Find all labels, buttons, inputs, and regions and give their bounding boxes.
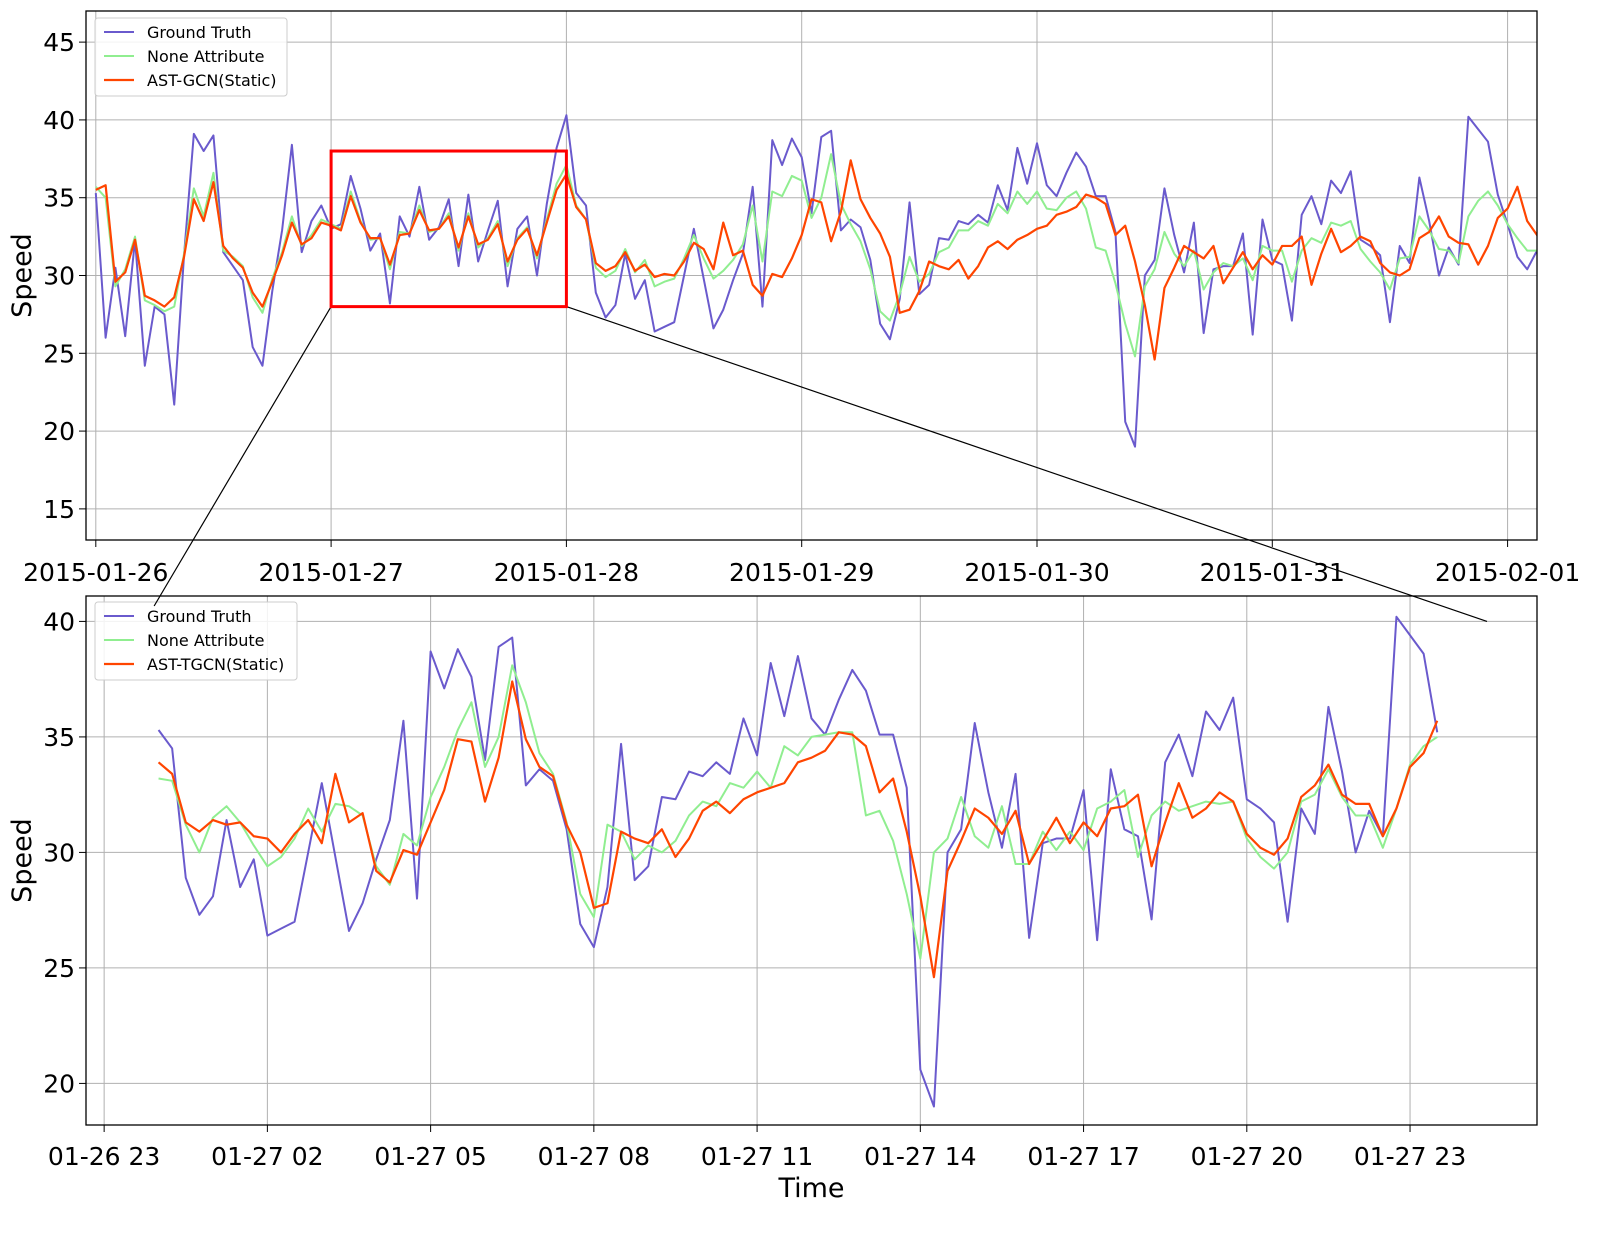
x-tick-label: 2015-01-26 (23, 558, 168, 587)
series-line-none-attribute (158, 664, 1438, 960)
y-tick-label: 25 (43, 339, 75, 368)
y-tick-label: 35 (43, 723, 75, 752)
y-tick-label: 15 (43, 495, 75, 524)
x-tick-label: 2015-02-01 (1435, 558, 1580, 587)
x-tick-label: 01-26 23 (48, 1142, 160, 1171)
series-line-ast-gcn-static (95, 159, 1537, 361)
series-line-ground-truth (157, 615, 1439, 1108)
y-tick-label: 25 (43, 954, 75, 983)
y-axis-label: Speed (7, 233, 38, 318)
legend-entry: Ground Truth (147, 607, 252, 626)
x-tick-label: 01-27 17 (1027, 1142, 1139, 1171)
zoom-connector-left (153, 306, 332, 607)
x-tick-label: 2015-01-29 (729, 558, 874, 587)
series-line-ground-truth (94, 114, 1537, 448)
x-tick-label: 01-27 05 (374, 1142, 486, 1171)
zoom-region-box (329, 149, 568, 309)
series-line-none-attribute (95, 153, 1537, 358)
x-tick-label: 2015-01-28 (494, 558, 639, 587)
x-tick-label: 2015-01-31 (1200, 558, 1345, 587)
x-tick-label: 01-27 02 (211, 1142, 323, 1171)
x-tick-label: 2015-01-30 (964, 558, 1109, 587)
y-tick-label: 30 (43, 838, 75, 867)
x-tick-label: 01-27 20 (1191, 1142, 1303, 1171)
legend (94, 601, 298, 681)
plot-frame (85, 595, 1538, 1126)
plot-frame (85, 10, 1538, 541)
x-tick-label: 01-27 14 (864, 1142, 976, 1171)
legend (94, 17, 288, 97)
chart-panel-2 (79, 595, 1538, 1132)
y-tick-label: 30 (43, 262, 75, 291)
series-line-ast-tgcn-static (157, 680, 1439, 979)
x-axis-label: Time (777, 1173, 844, 1204)
y-tick-label: 20 (43, 417, 75, 446)
chart-panel-1 (79, 10, 1538, 547)
legend-entry: None Attribute (147, 47, 264, 66)
x-tick-label: 01-27 08 (538, 1142, 650, 1171)
y-tick-label: 35 (43, 184, 75, 213)
legend-entry: AST-GCN(Static) (147, 71, 277, 90)
legend-entry: Ground Truth (147, 23, 252, 42)
legend-entry: AST-TGCN(Static) (147, 655, 284, 674)
legend-box (94, 17, 288, 97)
legend-entry: None Attribute (147, 631, 264, 650)
y-tick-label: 20 (43, 1069, 75, 1098)
zoom-connector-right (566, 306, 1488, 622)
y-axis-label: Speed (7, 818, 38, 903)
y-tick-label: 40 (43, 106, 75, 135)
x-tick-label: 2015-01-27 (258, 558, 403, 587)
y-tick-label: 45 (43, 28, 75, 57)
x-tick-label: 01-27 11 (701, 1142, 813, 1171)
legend-box (94, 601, 298, 681)
y-tick-label: 40 (43, 607, 75, 636)
x-tick-label: 01-27 23 (1354, 1142, 1466, 1171)
